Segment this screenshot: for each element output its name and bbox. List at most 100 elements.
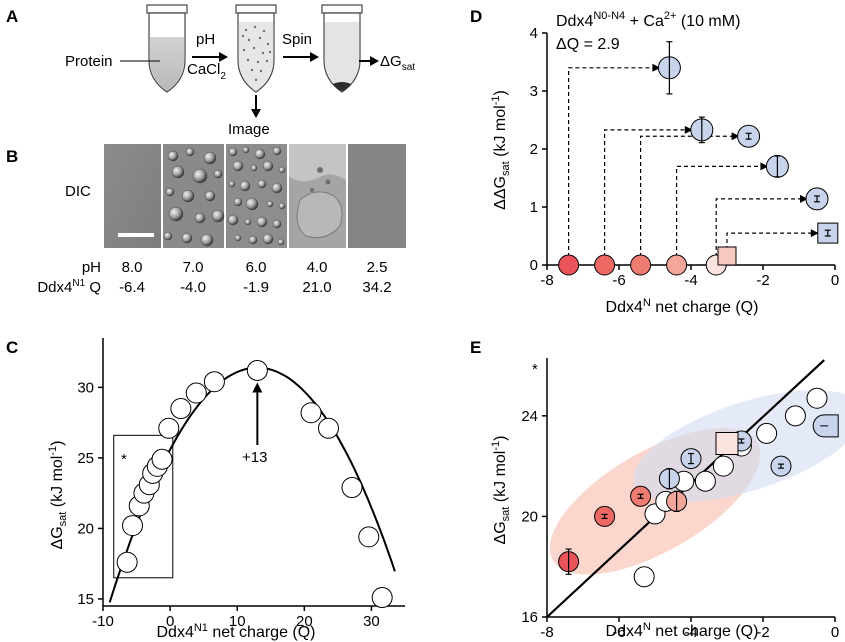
highlight-box	[113, 434, 174, 579]
connector-arrowhead	[810, 229, 819, 238]
panel-c-label: C	[6, 338, 18, 357]
panel-a: A Protein pH CaCl2	[6, 4, 415, 138]
q-value: 34.2	[362, 279, 391, 296]
panel-c: C -10 0 10 20 30 15 20 25 30 * +13 ΔGsat (kJ mol…	[6, 338, 405, 641]
connector-arrowhead	[652, 63, 661, 72]
white-point	[633, 566, 655, 588]
ph-value: 2.5	[367, 259, 388, 276]
y-tick-label: 15	[77, 591, 94, 608]
data-point	[246, 359, 268, 381]
x-tick-label: 0	[831, 624, 839, 641]
x-tick-label: -6	[612, 624, 625, 641]
y-tick-label: 0	[530, 257, 538, 274]
data-point	[203, 371, 225, 393]
white-point	[756, 422, 778, 444]
spin-label: Spin	[282, 31, 312, 48]
x-tick-label: 20	[296, 613, 313, 630]
white-point	[784, 405, 806, 427]
data-point	[317, 417, 339, 439]
chart-c: -10 0 10 20 30 15 20 25 30	[77, 338, 405, 630]
data-point	[122, 515, 144, 537]
x-tick-label: 30	[363, 613, 380, 630]
panel-d-label: D	[470, 7, 482, 26]
y-tick-label: 30	[77, 379, 94, 396]
image-label: Image	[228, 121, 270, 138]
connector-arrowhead	[760, 162, 769, 171]
y-tick-label: 3	[530, 83, 538, 100]
ph-label: pH	[196, 31, 215, 48]
peak-arrowhead	[252, 382, 263, 393]
chart-d-xlabel: Ddx4N net charge (Q)	[606, 297, 759, 316]
y-tick-label: 16	[521, 609, 538, 626]
x-tick-label: -10	[92, 613, 114, 630]
dashed-connector	[640, 135, 735, 257]
chart-e-ylabel: ΔGsat (kJ mol-1)	[490, 436, 512, 545]
panel-a-label: A	[6, 7, 18, 26]
y-tick-label: 2	[530, 141, 538, 158]
red-point	[715, 431, 739, 455]
dashed-connector	[726, 232, 814, 257]
x-tick-label: -4	[684, 624, 697, 641]
y-tick-label: 20	[521, 508, 538, 525]
q-value: -6.4	[119, 279, 145, 296]
panel-e: E -8 -6 -4 -2 0 16 20 24 * ΔGsat (kJ mol-1) Ddx…	[470, 338, 845, 641]
y-tick-label: 24	[521, 408, 538, 425]
chart-d-ylabel: ΔΔGsat (kJ mol-1)	[490, 90, 512, 210]
ph-row-label: pH	[82, 259, 101, 276]
y-tick-label: 20	[77, 520, 94, 537]
x-tick-label: -8	[540, 272, 553, 289]
chart-e-star: *	[532, 361, 538, 378]
x-tick-label: -2	[756, 272, 769, 289]
tube-spun	[321, 4, 363, 93]
data-point	[371, 587, 393, 609]
ph-value: 6.0	[246, 259, 267, 276]
base-point	[666, 254, 688, 276]
cacl2-label: CaCl2	[187, 61, 226, 82]
dashed-connector	[715, 198, 803, 257]
white-point	[806, 387, 828, 409]
dic-label: DIC	[65, 183, 91, 200]
white-point	[712, 455, 734, 477]
tube-droplets	[235, 4, 277, 93]
data-point	[170, 398, 192, 420]
x-tick-label: 0	[166, 613, 174, 630]
panel-b: B DIC	[6, 144, 406, 296]
data-point	[116, 551, 138, 573]
x-tick-label: -2	[756, 624, 769, 641]
x-tick-label: -6	[612, 272, 625, 289]
y-tick-label: 25	[77, 450, 94, 467]
micrograph-ph8	[104, 144, 161, 248]
dashed-connector	[568, 67, 656, 257]
x-tick-label: 0	[831, 272, 839, 289]
q-row-label: Ddx4N1 Q	[37, 278, 101, 296]
panel-d: D -8 -6 -4 -2 0 0 1 2 3 4 Ddx4N0-N4 + Ca2+ (10 mM…	[470, 7, 839, 316]
annotation-plus13: +13	[242, 449, 267, 466]
data-point	[358, 526, 380, 548]
ph-value: 8.0	[122, 259, 143, 276]
protein-label: Protein	[65, 53, 113, 70]
chart-e-xlabel: Ddx4N net charge (Q)	[606, 621, 759, 640]
ph-q-values: 8.0 7.0 6.0 4.0 2.5 -6.4 -4.0 -1.9 21.0 34.2	[119, 259, 392, 296]
x-tick-label: -4	[684, 272, 697, 289]
ph-value: 4.0	[307, 259, 328, 276]
dg-sat-label: ΔGsat	[380, 53, 415, 73]
dashed-connector	[604, 129, 688, 257]
x-tick-label: -8	[540, 624, 553, 641]
data-point	[300, 402, 322, 424]
data-point	[185, 382, 207, 404]
base-point	[717, 246, 737, 266]
connector-arrowhead	[731, 132, 740, 141]
y-tick-label: 4	[530, 25, 538, 42]
micrograph-ph7	[163, 144, 225, 248]
connector-arrowhead	[684, 125, 693, 134]
y-tick-label: 1	[530, 199, 538, 216]
chart-d-title: Ddx4N0-N4 + Ca2+ (10 mM)	[556, 10, 740, 30]
connector-arrowhead	[800, 194, 808, 203]
dashed-connector	[676, 165, 764, 257]
chart-d: -8 -6 -4 -2 0 0 1 2 3 4	[530, 25, 840, 289]
base-point	[558, 254, 580, 276]
tube-protein	[146, 4, 188, 93]
panel-e-label: E	[470, 338, 481, 357]
chart-e: -8 -6 -4 -2 0 16 20 24	[521, 358, 845, 641]
